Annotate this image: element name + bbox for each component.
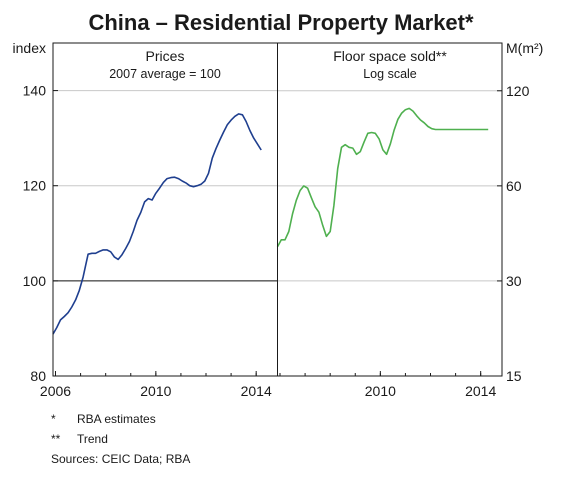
footnote-1-mark: *: [51, 412, 56, 426]
footnote-2-mark: **: [51, 432, 61, 446]
prices-series-line: [52, 113, 262, 335]
prices-panel-title: Prices: [146, 48, 185, 64]
right-y-tick-label: 15: [506, 368, 522, 384]
chart-title: China – Residential Property Market*: [88, 10, 474, 35]
x-tick-label: 2006: [40, 383, 71, 399]
left-y-tick-label: 120: [23, 178, 47, 194]
floor-panel-subtitle: Log scale: [363, 67, 417, 81]
footnote-2-text: Trend: [77, 432, 108, 446]
sources-note: Sources: CEIC Data; RBA: [51, 452, 191, 466]
floor-panel-title: Floor space sold**: [333, 48, 447, 64]
right-y-tick-label: 30: [506, 273, 522, 289]
left-y-tick-label: 100: [23, 273, 47, 289]
footnote-2: ** Trend: [51, 432, 108, 446]
chart-area: 80 100 120 140 2006 2010 2014 15 30 60 120 2010 2014…: [13, 40, 544, 399]
left-y-tick-label: 140: [23, 83, 47, 99]
footnote-1: * RBA estimates: [51, 412, 156, 426]
left-axis-unit: index: [13, 40, 46, 56]
floor-space-series-line: [276, 107, 489, 248]
left-y-tick-label: 80: [30, 368, 46, 384]
prices-panel-subtitle: 2007 average = 100: [109, 67, 221, 81]
right-y-tick-label: 60: [506, 178, 522, 194]
right-axis-unit: M(m²): [506, 40, 543, 56]
x-tick-label: 2014: [465, 383, 496, 399]
right-y-tick-label: 120: [506, 83, 530, 99]
x-tick-label: 2010: [365, 383, 396, 399]
footnote-1-text: RBA estimates: [77, 412, 156, 426]
x-tick-label: 2014: [241, 383, 272, 399]
x-tick-label: 2010: [140, 383, 171, 399]
